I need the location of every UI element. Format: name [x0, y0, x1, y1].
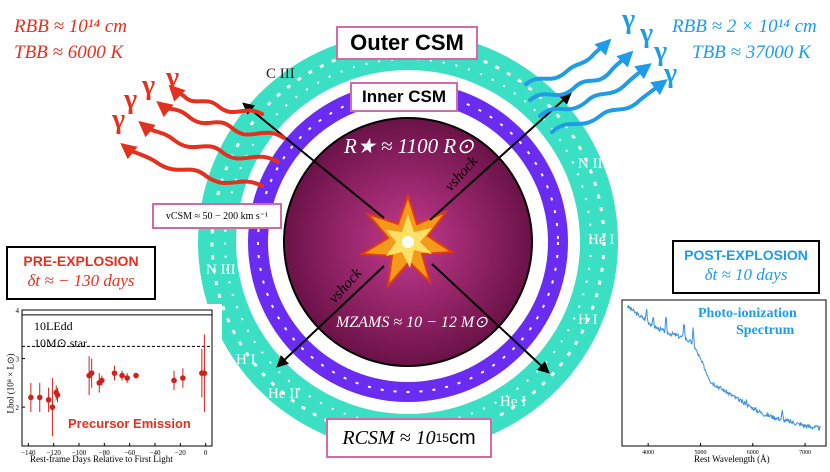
left-bb-temp: TBB ≈ 6000 K	[14, 42, 124, 63]
line-c3: C III	[266, 66, 295, 82]
explosion-icon	[358, 192, 456, 290]
plot-frame	[21, 309, 213, 447]
x-tick-label: −80	[99, 449, 110, 457]
post-explosion-dt: δt ≈ 10 days	[704, 265, 788, 284]
data-point	[133, 372, 139, 379]
data-point	[99, 377, 105, 384]
data-point	[124, 375, 130, 381]
pre-explosion-box: PRE-EXPLOSION δt ≈ − 130 days	[6, 246, 156, 300]
shock-arrow-lr	[431, 263, 550, 374]
data-point	[54, 392, 61, 398]
spectrum-chart: 4000 5000 6000 7000	[621, 299, 827, 456]
zams-mass-label: MZAMS ≈ 10 − 12 M⊙	[336, 314, 488, 331]
pre-explosion-dt: δt ≈ − 130 days	[27, 271, 135, 290]
spectrum-xlabel: Rest Wavelength (Å)	[694, 454, 770, 464]
shock-arrow-ul	[242, 102, 385, 219]
gamma-symbol: γ	[124, 84, 138, 115]
precursor-ylabel: Lbol (10⁸ × L⊙)	[5, 353, 16, 414]
x-tick-label: 5000	[694, 450, 706, 456]
x-tick-label: −40	[150, 449, 161, 457]
data-point	[119, 372, 125, 379]
inner-csm-label: Inner CSM	[350, 82, 458, 112]
line-he1-bottom: He I	[500, 394, 527, 410]
gamma-symbol: γ	[622, 4, 636, 35]
precursor-xlabel: Rest-frame Days Relative to First Light	[30, 454, 173, 464]
spectrum-title-1: Photo-ionization	[698, 306, 797, 321]
spectrum-line	[626, 304, 822, 431]
x-tick-label: −120	[46, 449, 61, 457]
csm-radius-text: RCSM ≈ 10	[342, 426, 436, 449]
data-point	[28, 394, 34, 401]
line-n3-right: N III	[578, 156, 608, 172]
x-tick-label: −100	[72, 449, 87, 457]
gamma-symbol: γ	[664, 58, 678, 89]
precursor-plot: −140 −120 −100 −80 −60 −40 −20 0 2 3 4 10LEdd 10M⊙…	[0, 304, 222, 467]
gamma-symbol: γ	[112, 104, 126, 135]
precursor-line-2: 10M⊙ star	[34, 336, 88, 350]
line-he2-left: He II	[268, 386, 300, 402]
gamma-symbol: γ	[640, 18, 654, 49]
precursor-line-1: 10LEdd	[34, 319, 73, 333]
star-radius-label: R★ ≈ 1100 R⊙	[344, 134, 474, 158]
data-point	[180, 375, 186, 381]
x-tick-label: −60	[124, 449, 135, 457]
post-explosion-box: POST-EXPLOSION δt ≈ 10 days	[672, 240, 820, 294]
csm-radius-unit: cm	[448, 426, 476, 449]
gamma-symbol: γ	[166, 62, 180, 93]
precursor-title: Precursor Emission	[68, 416, 191, 431]
csm-radius-label: RCSM ≈ 10 15 cm	[326, 418, 492, 458]
x-tick-label: −20	[175, 449, 186, 457]
data-point	[111, 370, 118, 376]
shock-arrow-ur	[429, 92, 572, 221]
right-bb-radius: RBB ≈ 2 × 10¹⁴ cm	[672, 16, 817, 37]
post-explosion-title: POST-EXPLOSION	[684, 247, 808, 263]
data-point	[171, 377, 177, 384]
outer-csm-label: Outer CSM	[336, 26, 478, 60]
spectrum-title-2: Spectrum	[736, 323, 795, 338]
right-bb-temp: TBB ≈ 37000 K	[692, 42, 811, 63]
y-tick-label: 2	[16, 404, 20, 412]
data-point	[45, 397, 52, 403]
left-bb-radius: RBB ≈ 10¹⁴ cm	[14, 16, 127, 37]
data-point	[49, 404, 56, 410]
line-h1-right: H I	[578, 312, 598, 328]
line-n3-left: N III	[206, 262, 236, 278]
spectrum-plot: 4000 5000 6000 7000 Photo-ionization Spectr…	[614, 296, 830, 467]
x-tick-label: 7000	[799, 450, 811, 456]
data-point	[36, 394, 43, 401]
y-tick-label: 3	[16, 356, 20, 364]
x-tick-label: 0	[204, 449, 208, 457]
line-h1-left: H I	[236, 352, 256, 368]
pre-explosion-title: PRE-EXPLOSION	[23, 253, 139, 269]
plot-frame	[621, 299, 827, 447]
precursor-chart: −140 −120 −100 −80 −60 −40 −20 0 2 3 4	[16, 307, 213, 457]
data-point	[201, 370, 208, 376]
shock-arrow-ll	[276, 265, 385, 368]
csm-velocity-text: vCSM ≈ 50 − 200 km s⁻¹	[165, 210, 269, 222]
x-tick-label: 4000	[642, 450, 654, 456]
csm-radius-exponent: 15	[435, 431, 449, 445]
x-tick-label: −140	[21, 449, 36, 457]
gamma-symbol: γ	[654, 36, 668, 67]
red-photon-waves	[120, 84, 286, 188]
y-tick-label: 4	[16, 307, 20, 315]
blue-photon-waves	[524, 38, 668, 134]
gamma-symbol: γ	[142, 70, 156, 101]
data-point	[88, 370, 95, 376]
line-he1-right: He I	[588, 232, 615, 248]
csm-velocity-label: vCSM ≈ 50 − 200 km s⁻¹	[152, 203, 282, 229]
x-tick-label: 6000	[747, 450, 759, 456]
